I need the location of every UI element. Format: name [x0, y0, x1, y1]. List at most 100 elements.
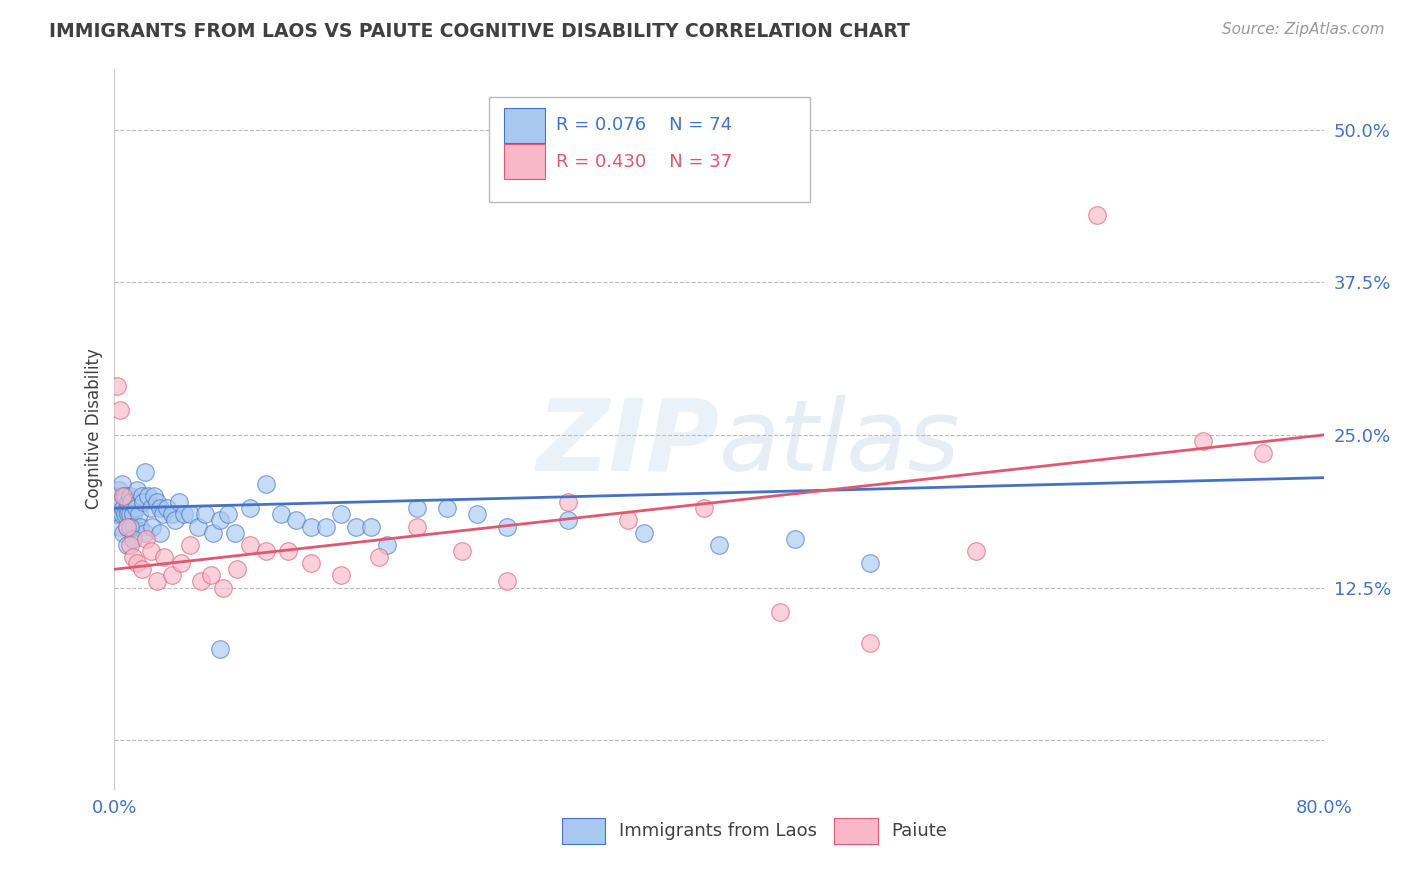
Point [134, 465, 156, 479]
Point [405, 519, 427, 533]
Point [375, 538, 398, 552]
Point [117, 508, 139, 522]
Point [110, 403, 132, 417]
Point [965, 544, 987, 558]
Point [254, 476, 277, 491]
Point [405, 501, 427, 516]
Point [112, 501, 135, 516]
Point [209, 641, 232, 656]
Point [156, 501, 179, 516]
Point [212, 581, 235, 595]
Point [693, 501, 716, 516]
Point [315, 519, 337, 533]
FancyBboxPatch shape [834, 818, 877, 844]
Point [149, 501, 172, 516]
Point [114, 489, 136, 503]
Point [194, 508, 217, 522]
Point [239, 538, 262, 552]
Point [360, 519, 382, 533]
Point [617, 513, 640, 527]
Point [160, 508, 183, 522]
Point [127, 556, 149, 570]
Point [436, 501, 458, 516]
Point [170, 556, 193, 570]
Text: Immigrants from Laos: Immigrants from Laos [619, 822, 817, 840]
Point [859, 635, 882, 649]
Point [107, 379, 129, 393]
Point [121, 508, 143, 522]
Point [284, 513, 307, 527]
Point [557, 513, 579, 527]
Point [129, 519, 152, 533]
Point [110, 519, 132, 533]
Point [145, 495, 167, 509]
Text: IMMIGRANTS FROM LAOS VS PAIUTE COGNITIVE DISABILITY CORRELATION CHART: IMMIGRANTS FROM LAOS VS PAIUTE COGNITIVE… [49, 22, 910, 41]
Point [153, 550, 176, 565]
Point [330, 508, 353, 522]
Point [134, 525, 156, 540]
Point [128, 508, 150, 522]
Point [120, 495, 142, 509]
Point [270, 508, 292, 522]
Point [496, 519, 519, 533]
Point [115, 519, 138, 533]
Point [118, 489, 141, 503]
Point [225, 562, 247, 576]
Point [118, 519, 141, 533]
Text: Paiute: Paiute [891, 822, 946, 840]
Point [633, 525, 655, 540]
Point [118, 508, 141, 522]
Point [769, 605, 792, 619]
Text: ZIP: ZIP [536, 395, 718, 491]
Point [1192, 434, 1215, 448]
Text: atlas: atlas [718, 395, 960, 491]
Point [707, 538, 730, 552]
Point [783, 532, 806, 546]
Point [859, 556, 882, 570]
FancyBboxPatch shape [503, 145, 546, 178]
Point [131, 562, 153, 576]
Point [118, 538, 141, 552]
Point [465, 508, 488, 522]
Point [139, 501, 162, 516]
Point [122, 519, 145, 533]
Point [557, 495, 579, 509]
Point [108, 483, 131, 497]
FancyBboxPatch shape [489, 97, 810, 202]
Point [124, 501, 146, 516]
Point [141, 519, 163, 533]
Point [239, 501, 262, 516]
Point [121, 532, 143, 546]
Point [135, 532, 157, 546]
Point [496, 574, 519, 589]
Point [209, 513, 232, 527]
Point [115, 519, 138, 533]
Point [112, 489, 135, 503]
Point [117, 495, 139, 509]
Point [108, 508, 131, 522]
Point [114, 508, 136, 522]
FancyBboxPatch shape [503, 108, 546, 143]
Point [115, 538, 138, 552]
Point [127, 483, 149, 497]
Point [169, 495, 191, 509]
Point [201, 525, 224, 540]
Point [107, 501, 129, 516]
Point [190, 574, 212, 589]
Point [104, 508, 127, 522]
Point [110, 495, 132, 509]
Point [200, 568, 222, 582]
Text: Source: ZipAtlas.com: Source: ZipAtlas.com [1222, 22, 1385, 37]
Point [145, 574, 167, 589]
FancyBboxPatch shape [562, 818, 606, 844]
Point [149, 525, 172, 540]
Point [330, 568, 353, 582]
Point [111, 476, 134, 491]
Point [368, 550, 391, 565]
Point [136, 489, 159, 503]
Point [187, 519, 209, 533]
Text: R = 0.430    N = 37: R = 0.430 N = 37 [555, 153, 733, 171]
Point [131, 489, 153, 503]
Point [121, 550, 143, 565]
Point [139, 544, 162, 558]
